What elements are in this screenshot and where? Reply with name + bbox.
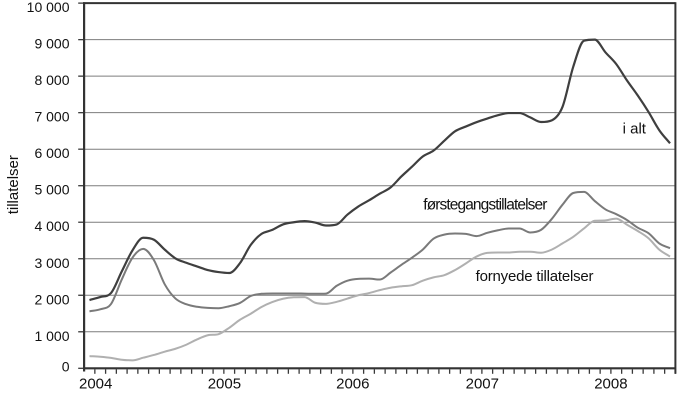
svg-text:2 000: 2 000 — [34, 291, 69, 307]
svg-text:4 000: 4 000 — [34, 218, 69, 234]
svg-text:7 000: 7 000 — [34, 109, 69, 125]
svg-text:10 000: 10 000 — [27, 0, 70, 15]
svg-text:2004: 2004 — [79, 375, 112, 392]
svg-text:5 000: 5 000 — [34, 182, 69, 198]
svg-text:3 000: 3 000 — [34, 255, 69, 271]
svg-text:9 000: 9 000 — [34, 36, 69, 52]
svg-text:2005: 2005 — [208, 375, 241, 392]
svg-text:8 000: 8 000 — [34, 72, 69, 88]
svg-text:1 000: 1 000 — [34, 328, 69, 344]
svg-text:førstegangstillatelser: førstegangstillatelser — [423, 197, 547, 214]
svg-text:i alt: i alt — [623, 120, 647, 137]
svg-text:0: 0 — [62, 359, 70, 375]
svg-text:2008: 2008 — [594, 375, 627, 392]
svg-text:fornyede tillatelser: fornyede tillatelser — [476, 268, 594, 285]
svg-text:6 000: 6 000 — [34, 145, 69, 161]
svg-text:2006: 2006 — [336, 375, 369, 392]
svg-text:tillatelser: tillatelser — [5, 155, 22, 214]
svg-text:2007: 2007 — [466, 375, 499, 392]
